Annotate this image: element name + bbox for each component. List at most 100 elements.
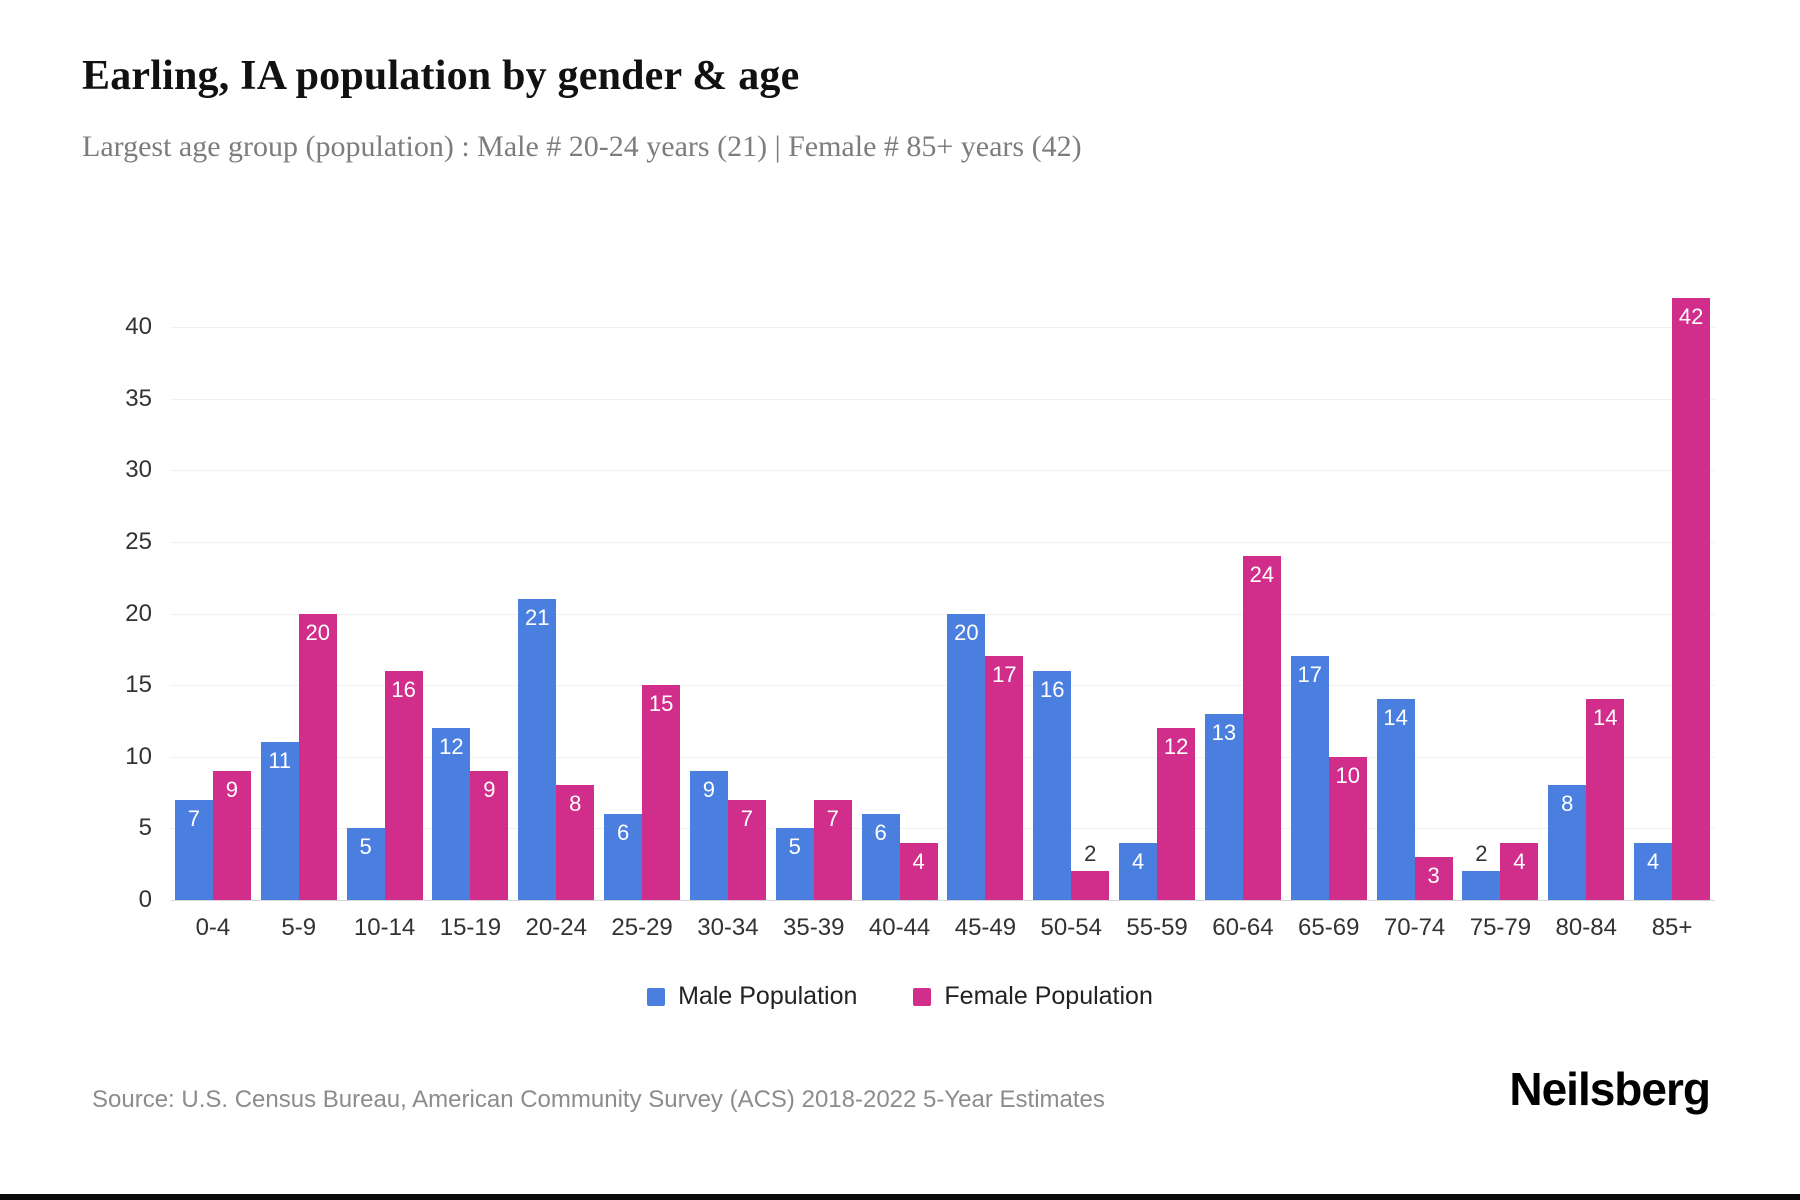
x-axis-label: 5-9 [281, 914, 317, 941]
bottom-divider [0, 1194, 1800, 1200]
x-axis-label: 70-74 [1383, 914, 1446, 941]
legend-item-female[interactable]: Female Population [913, 982, 1153, 1011]
bar-male[interactable] [174, 799, 213, 900]
bar-value-label: 13 [1211, 719, 1237, 745]
bar-male[interactable] [432, 728, 471, 900]
gridline [170, 613, 1715, 615]
bar-value-label: 42 [1678, 304, 1704, 330]
bar-male[interactable] [1376, 699, 1415, 900]
legend-item-male[interactable]: Male Population [647, 982, 857, 1011]
bar-male[interactable] [1634, 842, 1673, 900]
chart-title: Earling, IA population by gender & age [82, 53, 800, 99]
y-axis-tick-label: 30 [125, 456, 152, 484]
bar-female[interactable] [1157, 728, 1196, 900]
bar-value-label: 4 [912, 848, 925, 874]
x-axis-label: 65-69 [1298, 914, 1360, 941]
bar-male[interactable] [346, 828, 385, 900]
bar-female[interactable] [1071, 871, 1110, 900]
bar-female[interactable] [813, 799, 852, 900]
bar-value-label: 9 [225, 777, 239, 803]
x-axis-label: 40-44 [868, 914, 931, 941]
bar-female[interactable] [212, 771, 251, 900]
legend-label: Female Population [944, 982, 1153, 1010]
bar-value-label: 15 [648, 691, 674, 717]
x-axis-label: 60-64 [1212, 914, 1274, 941]
bar-male[interactable] [518, 599, 557, 900]
bar-female[interactable] [1500, 842, 1539, 900]
bar-female[interactable] [1586, 699, 1625, 900]
bar-female[interactable] [899, 842, 938, 900]
x-axis-label: 30-34 [697, 914, 759, 941]
bar-female[interactable] [470, 771, 509, 900]
bar-value-label: 17 [992, 662, 1017, 688]
x-axis-label: 35-39 [783, 914, 845, 941]
chart-legend: Male Population Female Population [0, 982, 1800, 1011]
brand-logo: Neilsberg [1509, 1063, 1711, 1115]
chart-subtitle: Largest age group (population) : Male # … [82, 130, 1082, 163]
bar-value-label: 12 [439, 734, 464, 760]
bar-male[interactable] [604, 814, 643, 900]
bar-value-label: 3 [1427, 863, 1440, 889]
bar-female[interactable] [727, 799, 766, 900]
bar-male[interactable] [947, 613, 986, 900]
x-axis-label: 25-29 [611, 914, 673, 941]
bar-value-label: 12 [1163, 734, 1189, 760]
bar-value-label: 20 [954, 619, 979, 645]
y-axis-tick-label: 0 [138, 886, 152, 913]
bar-value-label: 7 [740, 805, 754, 831]
bar-male[interactable] [1033, 670, 1072, 900]
bar-male[interactable] [861, 814, 900, 900]
bar-male[interactable] [689, 771, 728, 900]
x-axis-baseline [170, 900, 1715, 901]
x-axis-label: 20-24 [525, 914, 587, 941]
bar-male[interactable] [1462, 871, 1501, 900]
bar-value-label: 9 [702, 777, 716, 803]
bar-value-label: 7 [187, 805, 201, 831]
bar-female[interactable] [556, 785, 595, 900]
x-axis-label: 85+ [1651, 914, 1693, 941]
bar-value-label: 2 [1084, 841, 1097, 867]
bar-value-label: 5 [788, 834, 801, 860]
x-axis-label: 80-84 [1555, 914, 1617, 941]
gridline [170, 685, 1715, 687]
gridline [170, 327, 1715, 328]
bar-value-label: 14 [1383, 705, 1408, 731]
y-axis-tick-label: 10 [125, 742, 152, 770]
bar-female[interactable] [642, 685, 681, 900]
bar-female[interactable] [298, 613, 337, 900]
bar-male[interactable] [1548, 785, 1587, 900]
bar-male[interactable] [1204, 713, 1243, 900]
x-axis-label: 45-49 [954, 914, 1017, 941]
bar-value-label: 9 [483, 777, 496, 803]
bar-value-label: 10 [1335, 762, 1360, 788]
x-axis-label: 75-79 [1469, 914, 1532, 941]
x-axis-label: 50-54 [1040, 914, 1102, 941]
y-axis-tick-label: 25 [125, 527, 152, 555]
bar-female[interactable] [1242, 556, 1281, 900]
bar-male[interactable] [1119, 842, 1158, 900]
bar-value-label: 11 [268, 748, 292, 774]
bar-male[interactable] [1290, 656, 1329, 900]
gridline [170, 541, 1715, 543]
bar-female[interactable] [985, 656, 1024, 900]
x-axis-label: 15-19 [439, 914, 502, 941]
y-axis-tick-label: 40 [125, 313, 152, 340]
bar-male[interactable] [775, 828, 814, 900]
bar-female[interactable] [1328, 756, 1367, 900]
bar-female[interactable] [1672, 298, 1711, 900]
bar-value-label: 21 [525, 605, 550, 631]
y-axis-tick-label: 20 [125, 599, 152, 627]
gridline [170, 828, 1715, 830]
bar-value-label: 8 [1561, 791, 1574, 817]
gridline [170, 756, 1715, 758]
bar-female[interactable] [384, 670, 423, 900]
bar-value-label: 4 [1513, 848, 1526, 874]
bar-value-label: 16 [391, 676, 416, 702]
bar-value-label: 17 [1297, 662, 1322, 688]
bar-male[interactable] [260, 742, 299, 900]
bar-value-label: 6 [616, 820, 630, 846]
x-axis-label: 0-4 [195, 914, 231, 941]
bar-female[interactable] [1414, 857, 1453, 900]
